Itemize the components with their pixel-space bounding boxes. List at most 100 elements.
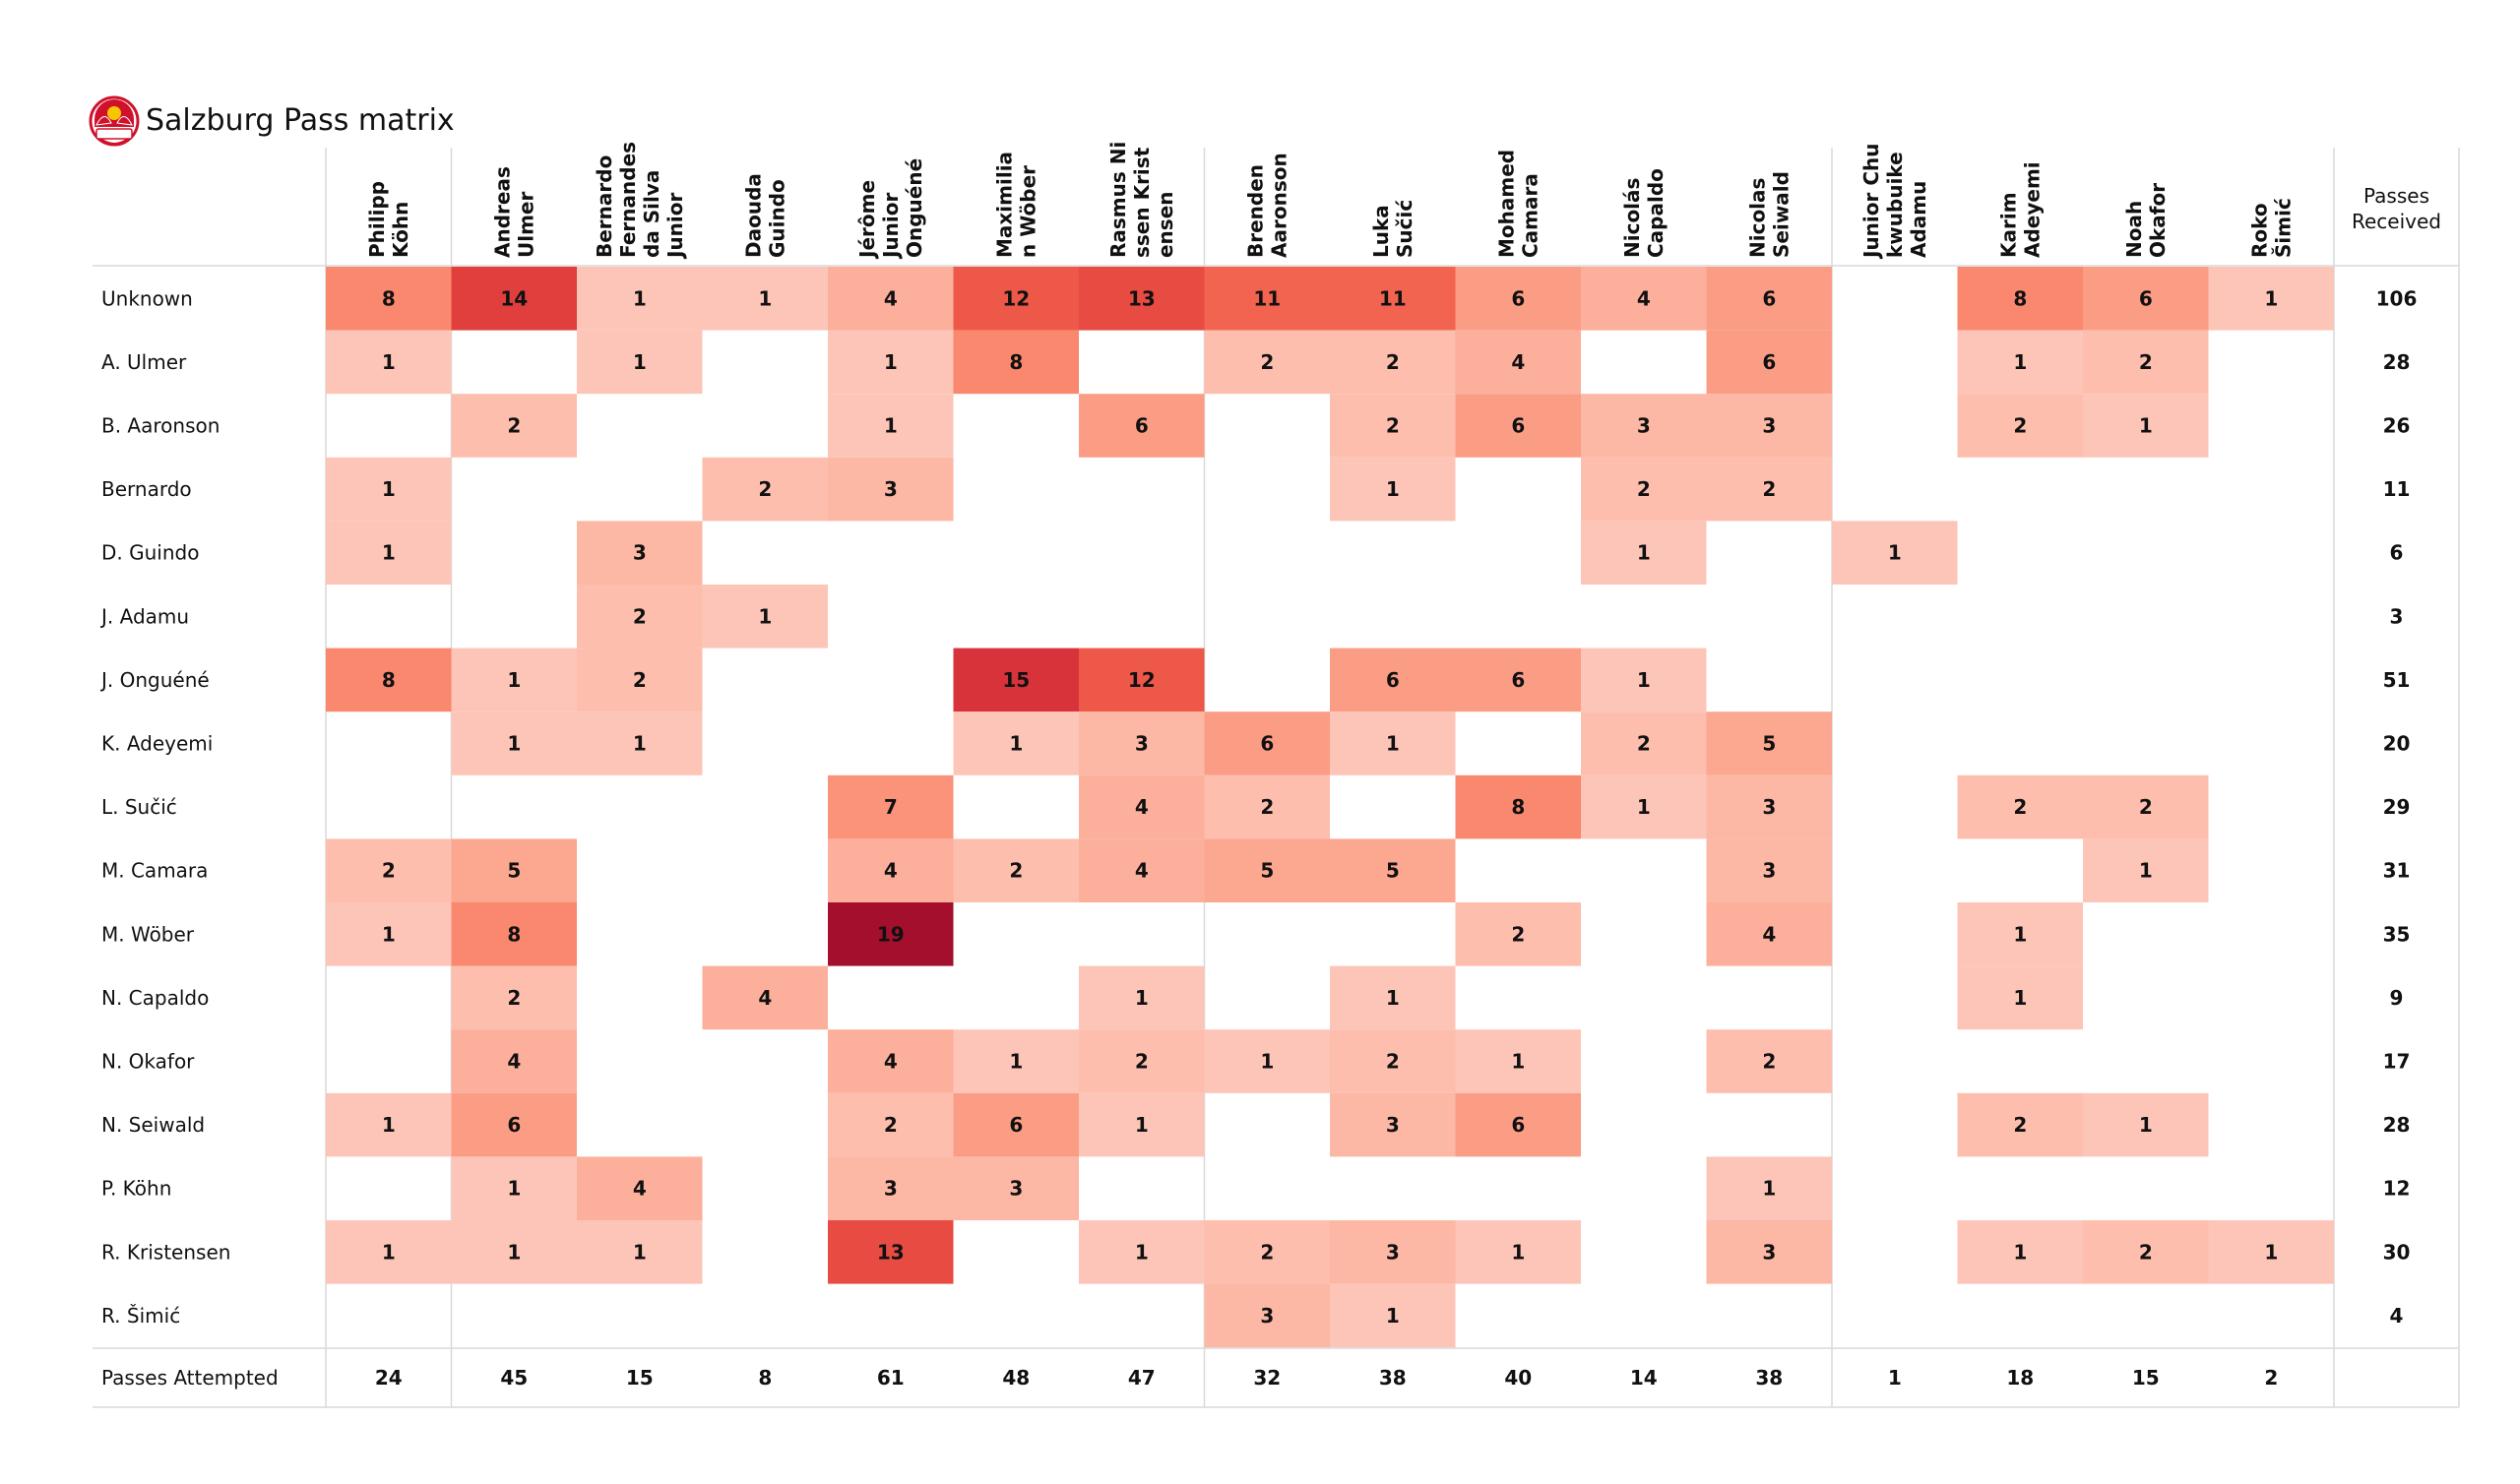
cell-value-label: 5: [1762, 732, 1776, 756]
heatmap-cell: [1581, 521, 1707, 585]
passes-received-header: Received: [2352, 210, 2441, 233]
heatmap-cell: [1957, 902, 2083, 966]
heatmap-cell: [828, 838, 954, 902]
heatmap-cell: [1204, 711, 1330, 775]
column-header-line: ssen Krist: [1130, 147, 1154, 258]
heatmap-cell: [1455, 1220, 1581, 1284]
cell-value-label: 6: [507, 1113, 521, 1137]
column-header-line: Fernandes: [616, 142, 640, 258]
passes-received-value: 106: [2376, 286, 2418, 310]
heatmap-cell: [953, 1092, 1079, 1157]
cell-value-label: 1: [507, 668, 521, 692]
cell-value-label: 8: [1009, 350, 1023, 374]
heatmap-cell: [1330, 648, 1456, 712]
column-header-line: Šimić: [2271, 198, 2295, 258]
passes-received-value: 28: [2383, 1113, 2411, 1137]
heatmap-cell: [451, 1156, 577, 1220]
heatmap-cell: [1079, 838, 1205, 902]
cell-value-label: 1: [758, 604, 772, 628]
cell-value-label: 2: [507, 986, 521, 1010]
heatmap-cell: [1204, 1220, 1330, 1284]
column-header-line: Daouda: [741, 173, 765, 258]
heatmap-cell: [1706, 774, 1832, 839]
cell-value-label: 8: [2013, 286, 2027, 310]
heatmap-cell: [702, 267, 828, 331]
heatmap-cell: [451, 1092, 577, 1157]
column-header-line: Okafor: [2146, 183, 2170, 258]
heatmap-cell: [451, 267, 577, 331]
cell-value-label: 6: [1511, 1113, 1525, 1137]
column-header-line: Onguéné: [903, 158, 926, 258]
heatmap-cell: [1330, 267, 1456, 331]
cell-value-label: 4: [1637, 286, 1651, 310]
heatmap-cell: [828, 902, 954, 966]
column-header: Brenden Aaronson: [1243, 153, 1291, 258]
cell-value-label: 1: [758, 286, 772, 310]
cell-value-label: 2: [1386, 350, 1400, 374]
heatmap-cell: [953, 330, 1079, 395]
cell-value-label: 1: [1386, 732, 1400, 756]
column-header-line: Maximilia: [992, 152, 1016, 258]
heatmap-cell: [577, 521, 703, 585]
column-header: Daouda Guindo: [741, 173, 788, 258]
column-header: Luka Sučić: [1369, 200, 1417, 258]
cell-value-label: 1: [633, 350, 647, 374]
heatmap-cell: [451, 1029, 577, 1093]
cell-value-label: 1: [2013, 1240, 2027, 1264]
heatmap-cell: [953, 1029, 1079, 1093]
heatmap-cell: [702, 585, 828, 649]
passes-received-value: 26: [2383, 414, 2411, 438]
cell-value-label: 1: [382, 1240, 396, 1264]
heatmap-cell: [1706, 394, 1832, 458]
heatmap-cell: [1330, 330, 1456, 395]
passes-attempted-value: 38: [1755, 1366, 1783, 1390]
column-header-line: Köhn: [389, 202, 412, 258]
passes-attempted-value: 61: [877, 1366, 905, 1390]
heatmap-cell: [451, 1220, 577, 1284]
heatmap-cell: [1330, 1029, 1456, 1093]
cell-value-label: 1: [2013, 922, 2027, 946]
heatmap-cell: [1330, 965, 1456, 1030]
cell-value-label: 1: [884, 414, 898, 438]
heatmap-cell: [1455, 648, 1581, 712]
cell-value-label: 5: [1260, 859, 1274, 883]
cell-value-label: 4: [884, 286, 898, 310]
row-header: Unknown: [101, 286, 193, 310]
column-header-line: da Silva: [640, 170, 663, 258]
heatmap-cell: [1330, 1092, 1456, 1157]
cell-value-label: 1: [2139, 414, 2153, 438]
cell-value-label: 13: [1128, 286, 1156, 310]
heatmap-cell: [1957, 267, 2083, 331]
heatmap-cell: [2083, 1220, 2209, 1284]
heatmap-cell: [1079, 965, 1205, 1030]
cell-value-label: 1: [1135, 986, 1149, 1010]
cell-value-label: 6: [1260, 732, 1274, 756]
heatmap-cell: [1706, 267, 1832, 331]
heatmap-cell: [1706, 1029, 1832, 1093]
passes-received-value: 11: [2383, 477, 2411, 501]
cell-value-label: 2: [1260, 1240, 1274, 1264]
cell-value-label: 1: [382, 541, 396, 565]
heatmap-cell: [577, 711, 703, 775]
cell-value-label: 1: [1386, 477, 1400, 501]
row-headers: Unknown A. Ulmer B. Aaronson Bernardo D. Gui…: [99, 286, 230, 1328]
heatmap-cell: [577, 1220, 703, 1284]
column-header-line: Mohamed: [1494, 150, 1518, 258]
heatmap-cell: [2083, 838, 2209, 902]
club-crest-logo: [89, 95, 140, 147]
cell-value-label: 2: [382, 859, 396, 883]
cell-value-label: 11: [1379, 286, 1407, 310]
cell-value-label: 6: [1511, 668, 1525, 692]
cell-value-label: 12: [1128, 668, 1156, 692]
cell-value-label: 4: [758, 986, 772, 1010]
cell-value-label: 1: [507, 732, 521, 756]
heatmap-cell: [1204, 267, 1330, 331]
cell-value-label: 1: [382, 477, 396, 501]
heatmap-cell: [1330, 838, 1456, 902]
row-header: K. Adeyemi: [101, 732, 213, 756]
cell-value-label: 1: [2013, 350, 2027, 374]
passes-attempted-value: 15: [626, 1366, 654, 1390]
heatmap-cell: [1079, 267, 1205, 331]
row-header: A. Ulmer: [101, 350, 187, 374]
cell-value-label: 5: [1386, 859, 1400, 883]
